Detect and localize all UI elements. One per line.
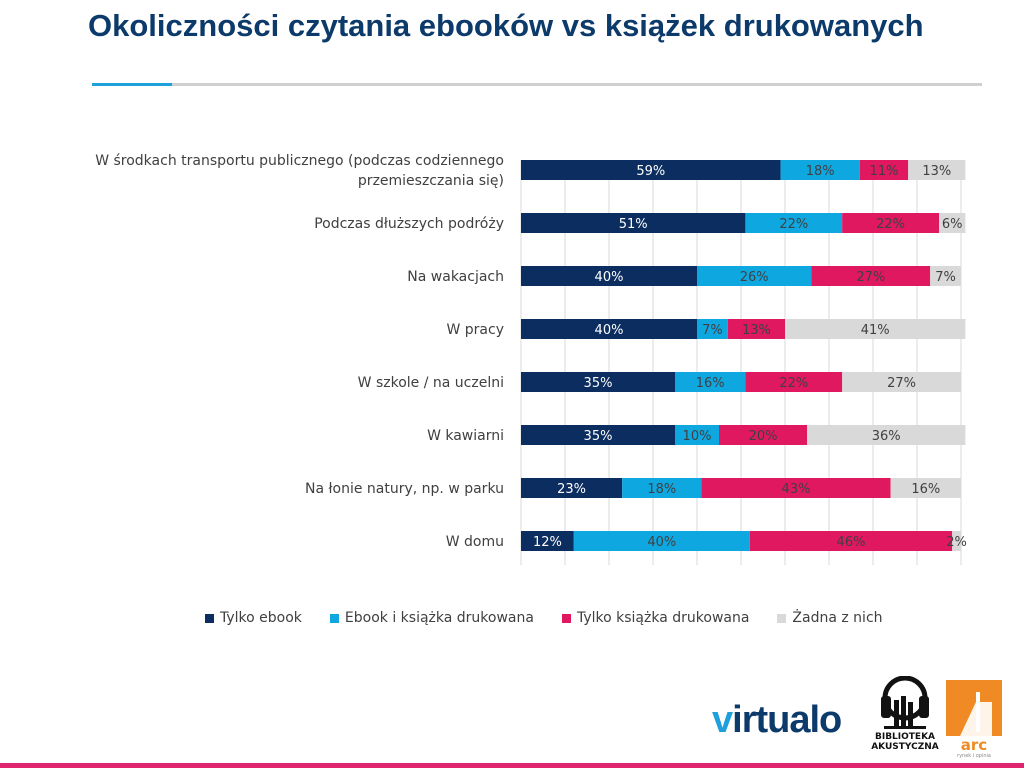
data-label: 18% (806, 164, 835, 179)
title-accent-bar (92, 83, 172, 86)
data-label: 23% (557, 482, 586, 497)
data-label: 59% (636, 164, 665, 179)
legend-swatch (205, 614, 214, 623)
data-label: 40% (595, 270, 624, 285)
data-label: 7% (935, 270, 956, 285)
legend-item: Tylko ebook (205, 610, 302, 626)
legend-item: Tylko książka drukowana (562, 610, 749, 626)
data-label: 22% (779, 217, 808, 232)
data-label: 12% (533, 535, 562, 550)
data-label: 2% (946, 535, 967, 550)
data-label: 43% (782, 482, 811, 497)
data-label: 10% (683, 429, 712, 444)
data-label: 46% (837, 535, 866, 550)
data-label: 40% (647, 535, 676, 550)
chart-legend: Tylko ebook Ebook i książka drukowana Tylk… (205, 610, 911, 626)
data-label: 27% (887, 376, 916, 391)
data-label: 27% (856, 270, 885, 285)
legend-label: Żadna z nich (792, 610, 882, 626)
svg-text:arc: arc (961, 736, 987, 754)
legend-label: Tylko książka drukowana (577, 610, 749, 626)
bottom-accent-bar (0, 763, 1024, 768)
legend-swatch (330, 614, 339, 623)
arc-logo: arc rynek i opinia (946, 680, 1002, 758)
data-label: 36% (872, 429, 901, 444)
category-label: Na łonie natury, np. w parku (305, 481, 504, 497)
data-label: 22% (876, 217, 905, 232)
legend-label: Tylko ebook (220, 610, 302, 626)
data-label: 13% (742, 323, 771, 338)
legend-swatch (777, 614, 786, 623)
data-label: 26% (740, 270, 769, 285)
data-label: 6% (942, 217, 963, 232)
virtualo-logo: virtualo (712, 700, 841, 740)
data-label: 20% (749, 429, 778, 444)
category-label: W środkach transportu publicznego (podcz… (95, 153, 504, 189)
category-label: Podczas dłuższych podróży (314, 216, 504, 232)
data-label: 51% (619, 217, 648, 232)
data-label: 35% (584, 429, 613, 444)
data-label: 7% (702, 323, 723, 338)
data-label: 13% (922, 164, 951, 179)
data-label: 40% (595, 323, 624, 338)
legend-item: Ebook i książka drukowana (330, 610, 534, 626)
category-label: W pracy (447, 322, 505, 338)
svg-text:rynek i opinia: rynek i opinia (957, 753, 991, 758)
data-label: 35% (584, 376, 613, 391)
legend-label: Ebook i książka drukowana (345, 610, 534, 626)
data-label: 22% (779, 376, 808, 391)
legend-swatch (562, 614, 571, 623)
page-title: Okoliczności czytania ebooków vs książek… (88, 6, 968, 46)
title-divider (92, 83, 982, 86)
biblioteka-logo-text: BIBLIOTEKA AKUSTYCZNA (870, 732, 940, 752)
legend-item: Żadna z nich (777, 610, 882, 626)
data-label: 16% (696, 376, 725, 391)
data-label: 11% (870, 164, 899, 179)
category-label: W kawiarni (427, 428, 504, 444)
category-label: Na wakacjach (407, 269, 504, 285)
data-label: 16% (911, 482, 940, 497)
stacked-bar-chart: W środkach transportu publicznego (podcz… (0, 140, 1024, 600)
category-label: W domu (446, 534, 504, 550)
data-label: 18% (647, 482, 676, 497)
data-label: 41% (861, 323, 890, 338)
category-label: W szkole / na uczelni (358, 375, 504, 391)
